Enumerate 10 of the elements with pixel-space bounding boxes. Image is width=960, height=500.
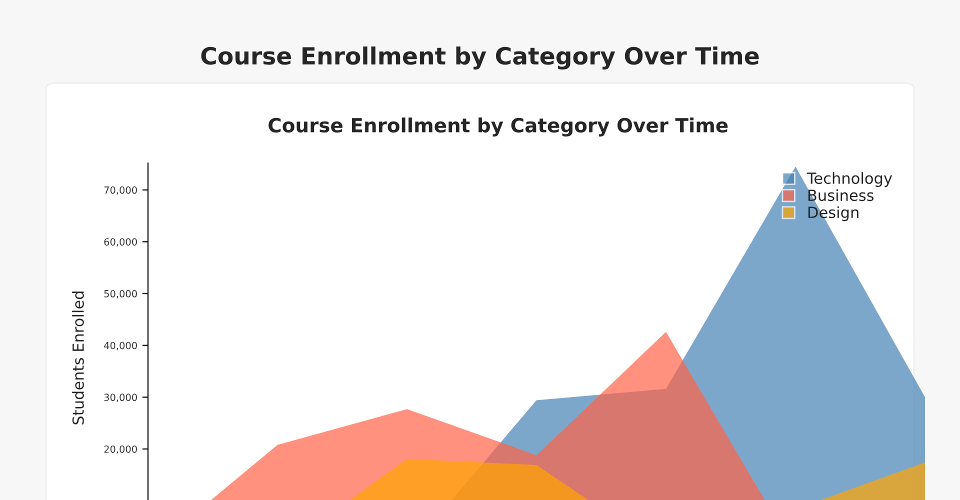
legend-label: Technology [806,172,892,187]
y-tick-label: 20,000 [104,445,137,454]
y-tick-label: 50,000 [104,290,137,298]
y-tick-label: 60,000 [104,238,137,247]
y-tick-label: 30,000 [104,394,137,402]
y-tick-label: 70,000 [104,186,137,195]
chart-title: Course Enrollment by Category Over Time [268,118,728,136]
y-axis-title: Students Enrolled [72,292,84,424]
text: Course Enrollment by Category Over Time [201,46,759,70]
y-tick-label: 40,000 [104,342,137,350]
